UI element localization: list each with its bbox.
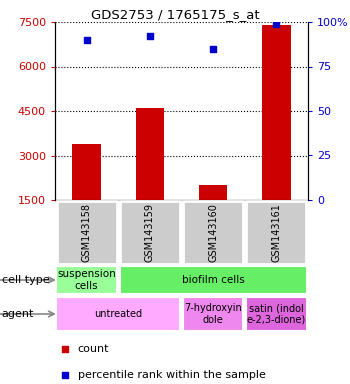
Bar <box>199 185 228 200</box>
Text: suspension
cells: suspension cells <box>57 269 116 291</box>
Bar <box>119 266 307 294</box>
Point <box>147 33 153 39</box>
Text: satin (indol
e-2,3-dione): satin (indol e-2,3-dione) <box>247 303 306 325</box>
Bar <box>72 144 101 200</box>
Bar <box>56 296 180 331</box>
Text: count: count <box>78 344 109 354</box>
Text: 7-hydroxyin
dole: 7-hydroxyin dole <box>184 303 242 325</box>
Bar <box>56 266 117 294</box>
Text: GSM143160: GSM143160 <box>208 203 218 262</box>
Point <box>274 21 279 27</box>
Text: biofilm cells: biofilm cells <box>182 275 245 285</box>
Bar <box>246 296 307 331</box>
Text: GSM143159: GSM143159 <box>145 203 155 262</box>
Text: untreated: untreated <box>94 309 142 319</box>
Bar <box>183 296 244 331</box>
Bar <box>246 201 306 264</box>
Text: cell type: cell type <box>2 275 49 285</box>
Text: GDS2753 / 1765175_s_at: GDS2753 / 1765175_s_at <box>91 8 259 21</box>
Text: agent: agent <box>2 309 34 319</box>
Text: GSM143158: GSM143158 <box>82 203 92 262</box>
Bar <box>136 108 164 200</box>
Text: GSM143161: GSM143161 <box>271 203 281 262</box>
Point <box>62 346 68 352</box>
Bar <box>183 201 243 264</box>
Bar <box>120 201 180 264</box>
Bar <box>262 25 290 200</box>
Point <box>210 46 216 52</box>
Point <box>84 37 90 43</box>
Bar <box>57 201 117 264</box>
Point <box>62 372 68 378</box>
Text: percentile rank within the sample: percentile rank within the sample <box>78 370 266 380</box>
